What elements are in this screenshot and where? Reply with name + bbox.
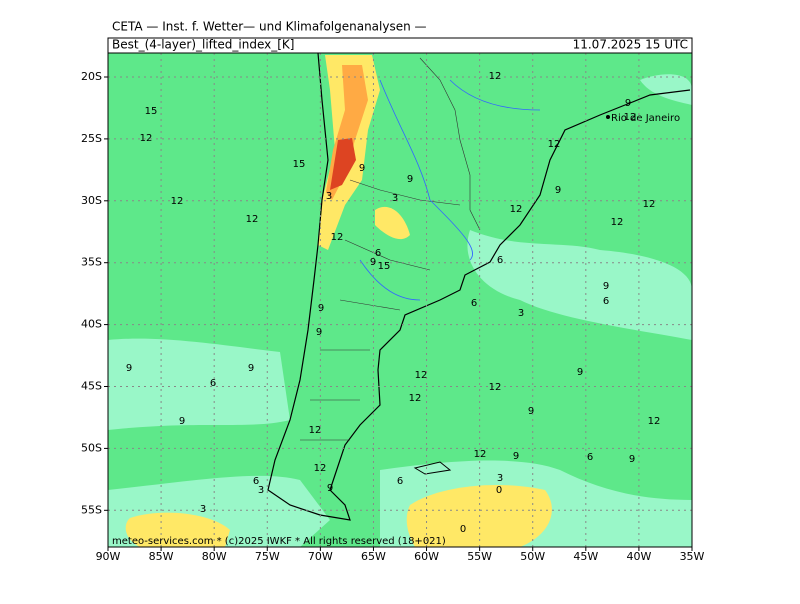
- contour-label: 6: [210, 378, 216, 389]
- contour-label: 9: [555, 185, 561, 196]
- contour-label: 12: [140, 133, 153, 144]
- map-frame: [107, 52, 693, 548]
- contour-label: 9: [603, 281, 609, 292]
- contour-label: 9: [577, 367, 583, 378]
- contour-label: 15: [293, 159, 306, 170]
- lon-label: 60W: [414, 550, 439, 563]
- contour-label: 15: [378, 261, 391, 272]
- lat-label: 35S: [81, 256, 102, 269]
- contour-label: 12: [611, 217, 624, 228]
- contour-label: 6: [397, 476, 403, 487]
- contour-label: 9: [625, 98, 631, 109]
- city-marker: [606, 115, 610, 119]
- contour-label: 6: [253, 476, 259, 487]
- contour-label: 3: [258, 485, 264, 496]
- lat-label: 50S: [81, 441, 102, 454]
- contour-label: 12: [314, 463, 327, 474]
- unstable-region: [330, 138, 356, 190]
- contour-label: 12: [510, 204, 523, 215]
- falklands: [413, 461, 452, 475]
- stable-region: [640, 74, 692, 105]
- unstable-region: [125, 512, 230, 547]
- contour-label: 3: [497, 473, 503, 484]
- lat-label: 20S: [81, 70, 102, 83]
- contour-label: 12: [409, 393, 422, 404]
- header-title: CETA — Inst. f. Wetter— und Klimafolgena…: [112, 20, 427, 34]
- contour-label: 6: [375, 248, 381, 259]
- contour-label: 6: [471, 298, 477, 309]
- contour-label: 12: [309, 425, 322, 436]
- lon-label: 80W: [202, 550, 227, 563]
- lon-label: 40W: [626, 550, 651, 563]
- contour-label: 9: [359, 163, 365, 174]
- lon-label: 70W: [308, 550, 333, 563]
- lon-label: 90W: [96, 550, 121, 563]
- contour-label: 12: [489, 71, 502, 82]
- contour-label: 0: [496, 485, 502, 496]
- borders: [300, 57, 481, 441]
- coastline: [267, 52, 691, 521]
- contour-label: 12: [415, 370, 428, 381]
- contour-label: 12: [489, 382, 502, 393]
- contour-label: 9: [528, 406, 534, 417]
- valid-time: 11.07.2025 15 UTC: [573, 38, 688, 52]
- contour-label: 12: [331, 232, 344, 243]
- contour-label: 12: [643, 199, 656, 210]
- contour-label: 9: [179, 416, 185, 427]
- lon-label: 65W: [361, 550, 386, 563]
- lon-label: 55W: [467, 550, 492, 563]
- contour-label: 9: [126, 363, 132, 374]
- contour-label: 6: [497, 255, 503, 266]
- contour-label: 15: [145, 106, 158, 117]
- lon-label: 45W: [573, 550, 598, 563]
- contour-label: 9: [316, 327, 322, 338]
- rivers: [359, 79, 541, 301]
- contour-label: 12: [624, 112, 637, 123]
- lat-label: 55S: [81, 503, 102, 516]
- lon-label: 85W: [149, 550, 174, 563]
- city-label: Rio de Janeiro: [611, 113, 680, 124]
- lon-label: 50W: [520, 550, 545, 563]
- contour-label: 6: [587, 452, 593, 463]
- contour-label: 9: [318, 303, 324, 314]
- lat-label: 25S: [81, 132, 102, 145]
- contour-label: 3: [200, 504, 206, 515]
- contour-label: 9: [629, 454, 635, 465]
- contour-label: 9: [370, 257, 376, 268]
- field-name: Best_(4-layer)_lifted_index_[K]: [112, 38, 294, 52]
- footer: meteo-services.com * (c)2025 IWKF * All …: [112, 536, 446, 547]
- contour-label: 12: [548, 139, 561, 150]
- stable-region: [467, 230, 692, 340]
- contour-label: 9: [248, 363, 254, 374]
- contour-label: 12: [474, 449, 487, 460]
- contour-label: 12: [171, 196, 184, 207]
- contour-label: 6: [603, 296, 609, 307]
- lat-label: 45S: [81, 380, 102, 393]
- lat-label: 40S: [81, 318, 102, 331]
- contour-label: 3: [326, 191, 332, 202]
- contour-label: 9: [327, 483, 333, 494]
- unstable-region: [375, 206, 410, 240]
- contour-label: 3: [392, 193, 398, 204]
- contour-label: 12: [246, 214, 259, 225]
- contour-label: 12: [648, 416, 661, 427]
- stable-region: [108, 338, 290, 430]
- lon-label: 75W: [255, 550, 280, 563]
- lon-label: 35W: [680, 550, 705, 563]
- lat-label: 30S: [81, 194, 102, 207]
- contour-label: 9: [407, 174, 413, 185]
- contour-label: 3: [518, 308, 524, 319]
- contour-label: 0: [460, 524, 466, 535]
- contour-label: 9: [513, 451, 519, 462]
